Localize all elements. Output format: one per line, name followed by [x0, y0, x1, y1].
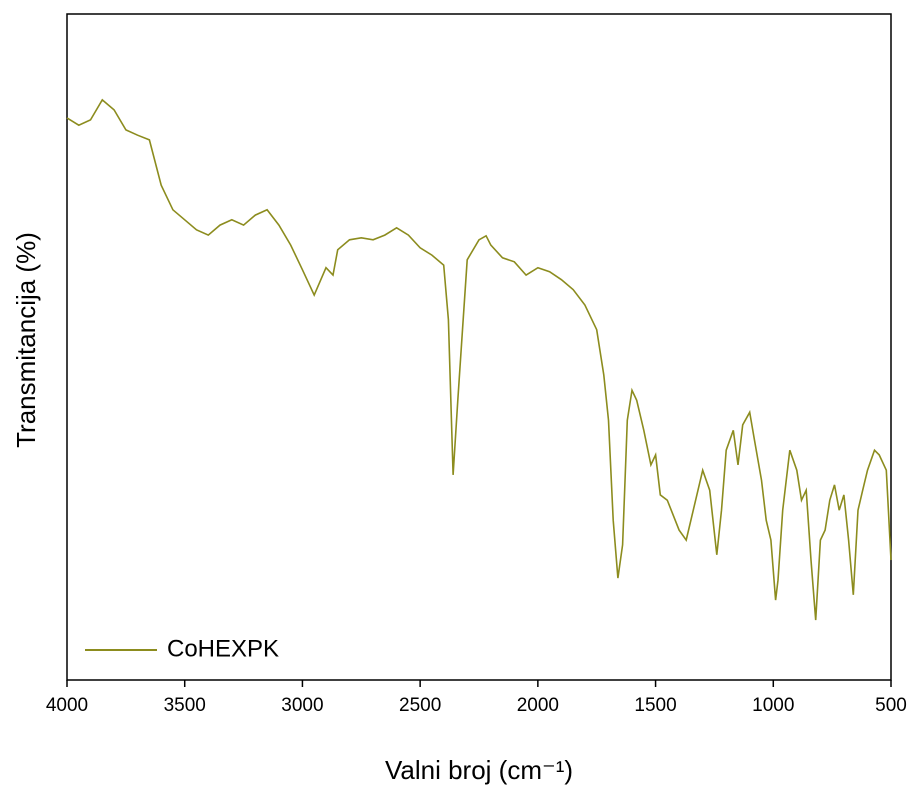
- x-tick-label: 2500: [399, 695, 441, 716]
- series-line: [66, 98, 892, 621]
- x-tick-label: 500: [875, 695, 907, 716]
- x-tick-label: 1500: [634, 695, 676, 716]
- x-tick-label: 1000: [752, 695, 794, 716]
- legend-label: CoHEXPK: [167, 635, 279, 662]
- x-tick-label: 3500: [164, 695, 206, 716]
- y-axis-label: Transmitancija (%): [11, 232, 41, 448]
- x-tick-label: 3000: [281, 695, 323, 716]
- x-tick-label: 2000: [517, 695, 559, 716]
- x-axis-label: Valni broj (cm⁻¹): [385, 755, 573, 785]
- plot-frame: [66, 13, 892, 681]
- x-tick-label: 4000: [46, 695, 88, 716]
